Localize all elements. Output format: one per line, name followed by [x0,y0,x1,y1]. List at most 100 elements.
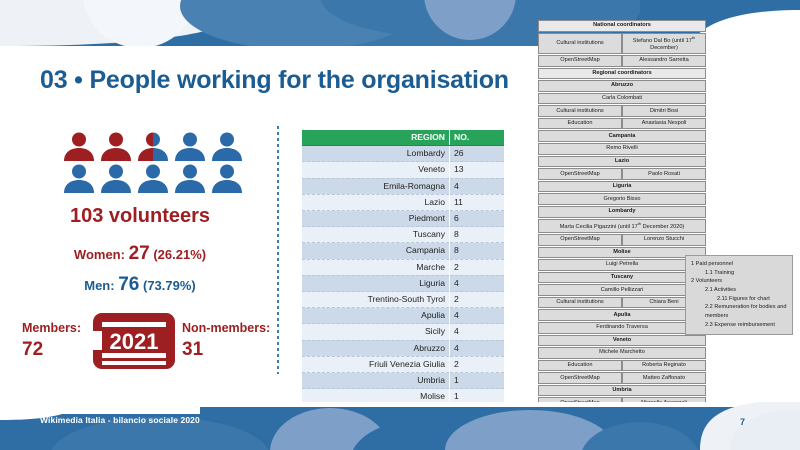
region-count-cell: 4 [449,340,504,357]
region-section-row: Apulia [538,309,706,321]
coordinator-name-cell: Roberta Reginato [622,359,706,372]
members-count: 72 [22,338,44,360]
coordinator-name-cell: Ferdinando Traversa [538,322,706,334]
coordinator-role-cell: Cultural institutions [538,296,622,309]
table-row: Sicily 4 [302,323,504,341]
nonmembers-count: 31 [182,338,204,360]
coordinator-name-cell: Paolo Rosati [622,168,706,180]
region-section-cell: Liguria [538,180,706,193]
region-section-row: Campania [538,130,706,143]
coordinator-name-cell: Luigi Petrella [538,259,706,271]
region-count-cell: 8 [449,242,504,260]
region-count-cell: 4 [449,275,504,293]
region-section-row: Molise [538,246,706,259]
coordinator-row: Education Anastasia Nespoli [538,117,706,130]
coordinator-name-cell: Camillo Pellizzari [538,284,706,296]
region-section-cell: Campania [538,130,706,143]
coordinator-role-cell: Cultural institutions [538,105,622,117]
region-section-row: Tuscany [538,271,706,284]
coordinator-name-cell: Matteo Zaffonato [622,372,706,384]
nonmembers-stat: Non-members: 31 [182,320,272,363]
region-count-cell: 13 [449,161,504,179]
region-name-cell: Marche [302,259,450,276]
region-name-cell: Abruzzo [302,340,450,357]
table-row: Veneto 13 [302,161,504,179]
region-col-header: REGION [302,130,450,147]
coordinator-row: Marta Cecilia Pigazzini (until 17th Dece… [538,218,706,233]
nonmembers-label: Non-members: [182,321,271,335]
coordinator-row: Michele Marchetto [538,347,706,359]
coordinator-name-cell: Gregorio Bisso [538,193,706,205]
region-section-row: Veneto [538,334,706,347]
vertical-dotted-divider [277,126,279,374]
region-section-row: Umbria [538,384,706,397]
table-row: Emila-Romagna 4 [302,178,504,195]
table-row: Lombardy 26 [302,145,504,163]
coordinator-row: OpenStreetMap Alessandro Sarretta [538,55,706,67]
members-label: Members: [22,321,82,335]
note-line: 2.11 Figures for chart [717,295,770,302]
coordinator-role-cell: Cultural institutions [538,32,622,54]
region-table-body: Lombardy 26 Veneto 13 Emila-Romagna 4 Lazio 11 P… [302,145,504,422]
coordinator-row: Camillo Pellizzari [538,284,706,296]
region-name-cell: Trentino-South Tyrol [302,291,450,309]
region-table: REGION NO. Lombardy 26 Veneto 13 Emila-Romag… [302,130,504,422]
women-percent: (26.21%) [153,247,207,262]
coordinator-role-cell: OpenStreetMap [538,55,622,67]
region-section-row: Liguria [538,180,706,193]
region-count-cell: 11 [449,194,504,212]
men-label: Men: [84,278,115,293]
region-count-cell: 1 [449,372,504,390]
coordinator-role-cell: Education [538,359,622,372]
region-section-cell: Abruzzo [538,80,706,92]
region-count-cell: 4 [449,323,504,341]
region-section-cell: Molise [538,246,706,259]
coordinator-role-cell: OpenStreetMap [538,372,622,384]
table-row: Piedmont 6 [302,210,504,228]
coordinator-row: Ferdinando Traversa [538,322,706,334]
table-row: Campania 8 [302,242,504,260]
bottom-decorative-band [0,402,800,450]
region-name-cell: Lombardy [302,145,450,163]
region-count-cell: 2 [449,291,504,309]
coordinator-role-cell: OpenStreetMap [538,233,622,246]
region-section-cell: Lazio [538,155,706,168]
coordinators-section-header: Regional coordinators [538,67,706,80]
coordinator-row: OpenStreetMap Matteo Zaffonato [538,372,706,384]
coordinator-name-cell: Lorenzo Stucchi [622,233,706,246]
coordinator-row: Carla Colombati [538,92,706,105]
region-count-cell: 4 [449,178,504,195]
table-row: Liguria 4 [302,275,504,293]
coordinator-role-cell: Education [538,117,622,130]
calendar-icon: 2021 [93,313,175,369]
coordinator-name-cell: Michele Marchetto [538,347,706,359]
volunteers-total: 103 volunteers [69,205,211,227]
region-name-cell: Emila-Romagna [302,178,450,195]
coordinators-section-header: National coordinators [538,20,706,32]
coordinator-name-cell: Alessandro Sarretta [622,55,706,67]
men-stat-row: Men: 76 (73.79%) [0,274,280,296]
region-count-cell: 26 [449,145,504,163]
region-section-cell: Lombardy [538,205,706,218]
region-count-cell: 4 [449,307,504,325]
table-row: Abruzzo 4 [302,340,504,357]
coordinator-row: Cultural institutions Chiara Beni [538,296,706,309]
men-count: 76 [118,274,140,295]
region-name-cell: Tuscany [302,226,450,244]
region-name-cell: Veneto [302,161,450,179]
note-line: 2.2 Remuneration for bodies and members [705,304,787,319]
region-name-cell: Lazio [302,194,450,212]
region-table-header-row: REGION NO. [302,130,504,147]
coordinator-row: Remo Rivelli [538,143,706,155]
coordinator-name-cell: Marta Cecilia Pigazzini (until 17th Dece… [538,218,706,233]
region-table-head: REGION NO. [302,130,504,147]
coordinators-table-body: National coordinators Cultural institutio… [538,20,706,410]
region-name-cell: Apulia [302,307,450,325]
note-line: 1 Paid personnel [691,261,733,267]
table-row: Trentino-South Tyrol 2 [302,291,504,309]
note-line: 2.3 Expense reimbursement [705,321,775,328]
region-section-row: Lazio [538,155,706,168]
region-name-cell: Campania [302,242,450,260]
coordinator-row: OpenStreetMap Paolo Rosati [538,168,706,180]
coordinator-name-cell: Carla Colombati [538,92,706,105]
